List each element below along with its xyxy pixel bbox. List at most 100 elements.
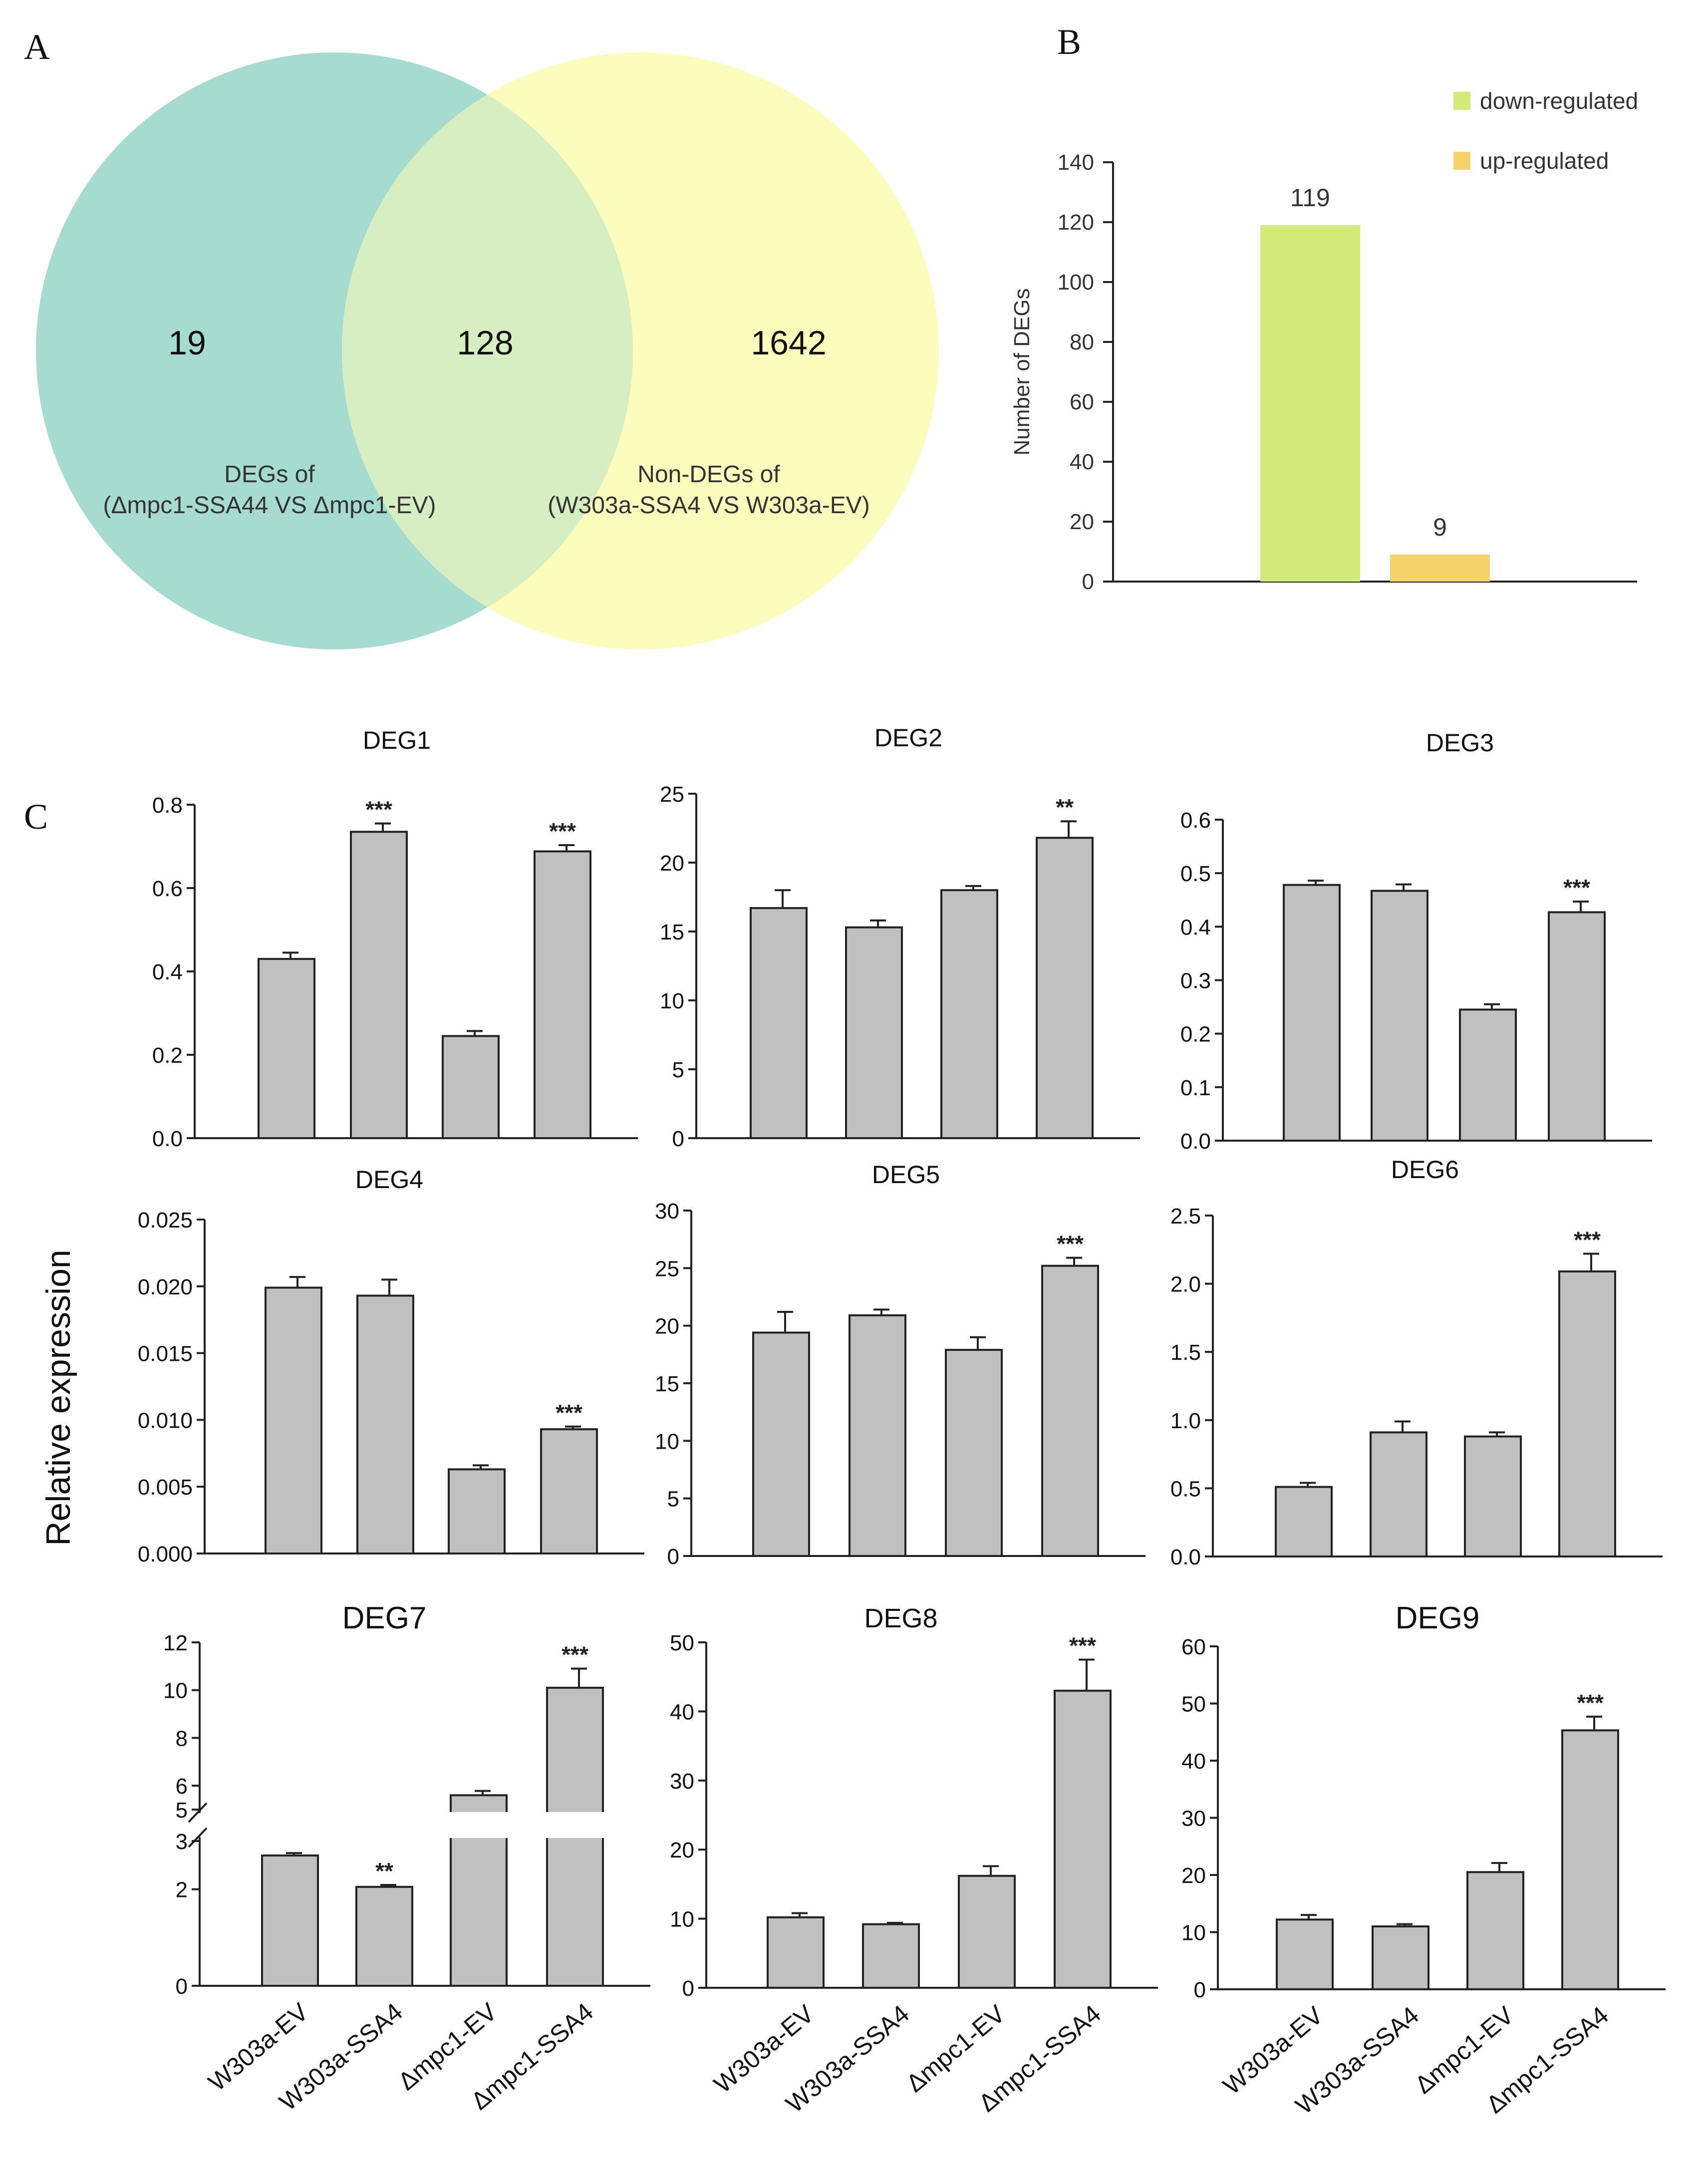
- bar: [442, 1035, 500, 1140]
- panel-b-bar-chart: 0 20 40 60 80 100 120 140 Number of DEGs 119 down-…: [1010, 88, 1638, 594]
- bar: [1275, 1486, 1333, 1557]
- panel-b-legend-label: up-regulated: [1480, 148, 1609, 174]
- y-tick-label: 20: [655, 1314, 679, 1339]
- y-tick-label: 0.020: [138, 1275, 193, 1299]
- panel-b-y-tick-label: 20: [1070, 510, 1094, 534]
- significance-marker: ***: [1057, 1231, 1084, 1257]
- significance-marker: **: [375, 1858, 393, 1884]
- bar: [1370, 1431, 1427, 1557]
- chart-deg7: DEG70235681012*****W303a-EVW303a-SSA4Δmp…: [163, 1601, 650, 2116]
- bar: [540, 1428, 598, 1555]
- y-tick-label: 0.000: [138, 1542, 193, 1566]
- y-axis-break-mark: [188, 1827, 208, 1848]
- y-tick-label: 0.3: [1180, 969, 1211, 993]
- panel-label-a: A: [24, 27, 50, 67]
- y-tick-label: 0: [672, 1127, 684, 1151]
- panel-b-bar-down-regulated: [1260, 225, 1360, 582]
- y-tick-label: 0.4: [152, 960, 183, 984]
- significance-marker: ***: [562, 1642, 588, 1668]
- bar: [534, 850, 591, 1139]
- y-tick-label: 40: [1181, 1749, 1206, 1774]
- y-tick-label: 5: [672, 1058, 684, 1082]
- y-tick-label: 0.4: [1180, 915, 1211, 939]
- bar: [1466, 1871, 1524, 1990]
- y-tick-label: 10: [1181, 1921, 1206, 1945]
- panel-b-y-tick-label: 0: [1082, 570, 1094, 594]
- venn-right-label-line1: Non-DEGs of: [637, 461, 780, 488]
- y-tick-label: 8: [176, 1726, 188, 1751]
- y-tick-label: 5: [667, 1487, 679, 1512]
- venn-right-count: 1642: [751, 324, 826, 362]
- y-tick-label: 0.6: [152, 877, 183, 901]
- bar: [261, 1855, 319, 1987]
- bar: [958, 1874, 1016, 1989]
- bar: [1459, 1008, 1517, 1142]
- panel-b-y-axis-label: Number of DEGs: [1010, 289, 1034, 456]
- bar: [258, 957, 315, 1139]
- bar: [845, 926, 903, 1139]
- bar: [1548, 911, 1606, 1142]
- y-tick-label: 0.8: [152, 793, 183, 818]
- chart-deg4: DEG4 0.000 0.005 0.010 0.015 0.020 0.025 ***: [138, 1166, 644, 1566]
- panel-b-y-tick-label: 100: [1058, 270, 1094, 295]
- shared-y-axis-label: Relative expression: [39, 1249, 77, 1546]
- y-tick-label: 25: [660, 782, 684, 807]
- y-tick-label: 25: [655, 1256, 679, 1281]
- chart-title: DEG4: [355, 1166, 423, 1194]
- panel-b-y-tick-label: 40: [1070, 450, 1094, 474]
- y-tick-label: 30: [1181, 1807, 1206, 1831]
- bar: [1561, 1729, 1619, 1990]
- panel-b-legend-swatch: [1453, 152, 1470, 170]
- venn-overlap-count: 128: [457, 324, 513, 362]
- venn-left-label-line1: DEGs of: [224, 461, 315, 488]
- bar: [1464, 1435, 1522, 1557]
- panel-label-c: C: [24, 797, 48, 837]
- bar: [355, 1885, 413, 1987]
- bar: [1041, 1264, 1099, 1557]
- panel-b-bar-value-label: 119: [1290, 184, 1330, 212]
- panel-b-y-tick-label: 80: [1070, 330, 1094, 354]
- bar: [750, 907, 808, 1139]
- y-tick-label: 1.5: [1170, 1340, 1201, 1365]
- y-tick-label: 0.010: [138, 1408, 193, 1433]
- y-tick-label: 30: [655, 1199, 679, 1224]
- y-tick-label: 12: [163, 1631, 188, 1655]
- bar: [1372, 1925, 1429, 1991]
- panel-b-bar-up-regulated: [1390, 555, 1490, 582]
- y-tick-label: 0.5: [1180, 862, 1211, 886]
- y-tick-label: 0.5: [1170, 1477, 1201, 1501]
- chart-title: DEG7: [342, 1601, 427, 1635]
- y-tick-label: 1.0: [1170, 1409, 1201, 1433]
- y-tick-label: 0: [682, 1976, 694, 2001]
- y-tick-label: 50: [670, 1631, 694, 1655]
- y-tick-label: 2.5: [1170, 1204, 1201, 1229]
- y-tick-label: 0.0: [1170, 1545, 1201, 1569]
- y-tick-label: 15: [660, 920, 684, 944]
- y-tick-label: 3: [176, 1830, 188, 1854]
- significance-marker: ***: [1563, 875, 1590, 901]
- y-tick-label: 20: [1181, 1863, 1206, 1888]
- panel-label-b: B: [1057, 22, 1081, 62]
- chart-title: DEG9: [1396, 1601, 1480, 1635]
- significance-marker: ***: [549, 818, 576, 844]
- chart-deg5: DEG5 0 5 10 15 20 25 30 ***: [655, 1161, 1145, 1569]
- y-tick-label: 0.025: [138, 1208, 193, 1233]
- significance-marker: ***: [1574, 1227, 1601, 1252]
- bar: [448, 1468, 506, 1555]
- y-tick-label: 15: [655, 1372, 679, 1396]
- bar: [1558, 1270, 1616, 1557]
- y-axis-break-mark: [188, 1802, 208, 1823]
- y-tick-label: 0.6: [1180, 808, 1211, 833]
- chart-title: DEG5: [872, 1161, 940, 1189]
- y-tick-label: 30: [670, 1769, 694, 1794]
- significance-marker: ***: [1069, 1633, 1096, 1659]
- y-tick-label: 10: [660, 989, 684, 1013]
- bar: [940, 889, 998, 1139]
- bar: [752, 1331, 810, 1557]
- y-tick-label: 10: [670, 1907, 694, 1932]
- y-tick-label: 0.015: [138, 1342, 193, 1366]
- venn-right-label-line2: (W303a-SSA4 VS W303a-EV): [548, 492, 870, 519]
